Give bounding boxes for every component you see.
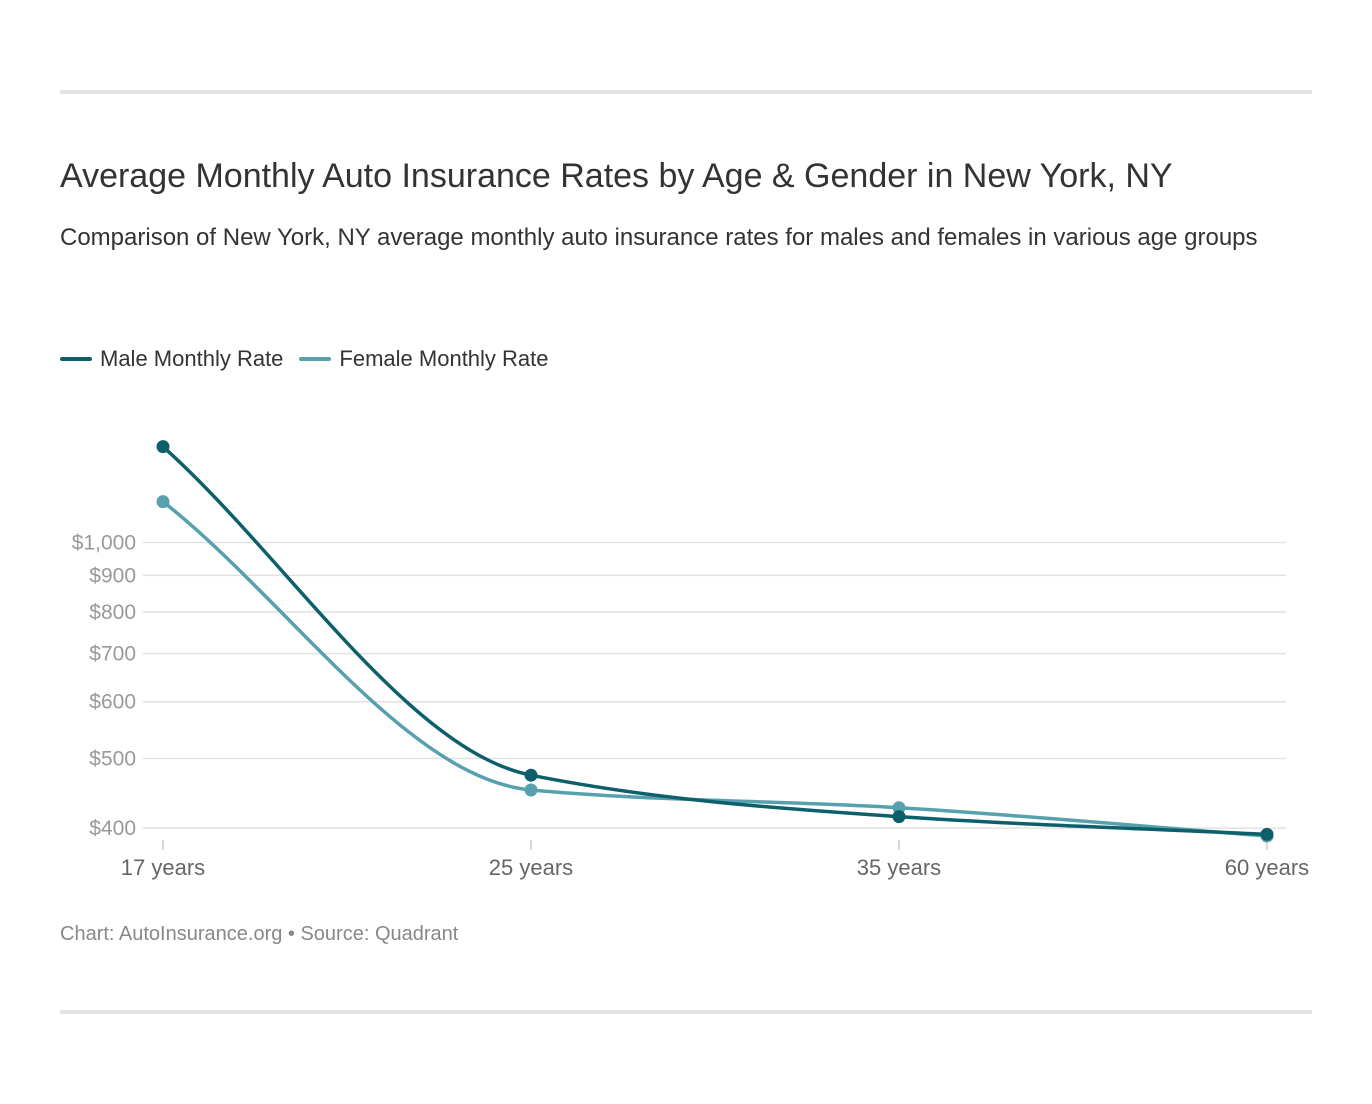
legend-swatch-female [299,357,332,361]
top-divider [60,90,1312,94]
x-tick-label-1: 25 years [489,855,573,880]
y-tick-label-1000: $1,000 [72,532,136,555]
data-point-male-1 [524,768,538,782]
legend-item-male: Male Monthly Rate [60,346,283,372]
x-tick-label-3: 60 years [1225,855,1309,880]
y-tick-label-400: $400 [89,817,136,840]
y-tick-label-900: $900 [89,564,136,587]
chart-source: Chart: AutoInsurance.org • Source: Quadr… [60,923,459,945]
data-point-male-0 [156,440,170,454]
legend-swatch-male [60,357,92,361]
legend-item-female: Female Monthly Rate [299,346,549,372]
y-tick-label-700: $700 [89,643,136,666]
series-line-male [161,444,1269,837]
x-tick-label-0: 17 years [121,855,205,880]
y-tick-label-600: $600 [89,691,136,714]
data-point-female-0 [156,495,170,509]
data-point-male-2 [892,810,906,824]
line-chart: $400 $500 $600 $700 $800 $900 $1,000 17 years 25… [72,440,1309,880]
legend: Male Monthly Rate Female Monthly Rate [60,344,565,374]
data-point-female-2 [892,801,906,815]
y-tick-label-500: $500 [89,748,136,771]
data-point-female-1 [524,783,538,797]
data-point-male-3 [1260,827,1274,841]
chart-subtitle: Comparison of New York, NY average month… [60,224,1258,251]
bottom-divider [60,1010,1312,1014]
chart-title: Average Monthly Auto Insurance Rates by … [60,157,1173,195]
legend-label-female: Female Monthly Rate [339,346,549,371]
y-tick-label-800: $800 [89,601,136,624]
x-tick-label-2: 35 years [857,855,941,880]
series-line-female [161,499,1269,838]
legend-label-male: Male Monthly Rate [100,346,284,371]
